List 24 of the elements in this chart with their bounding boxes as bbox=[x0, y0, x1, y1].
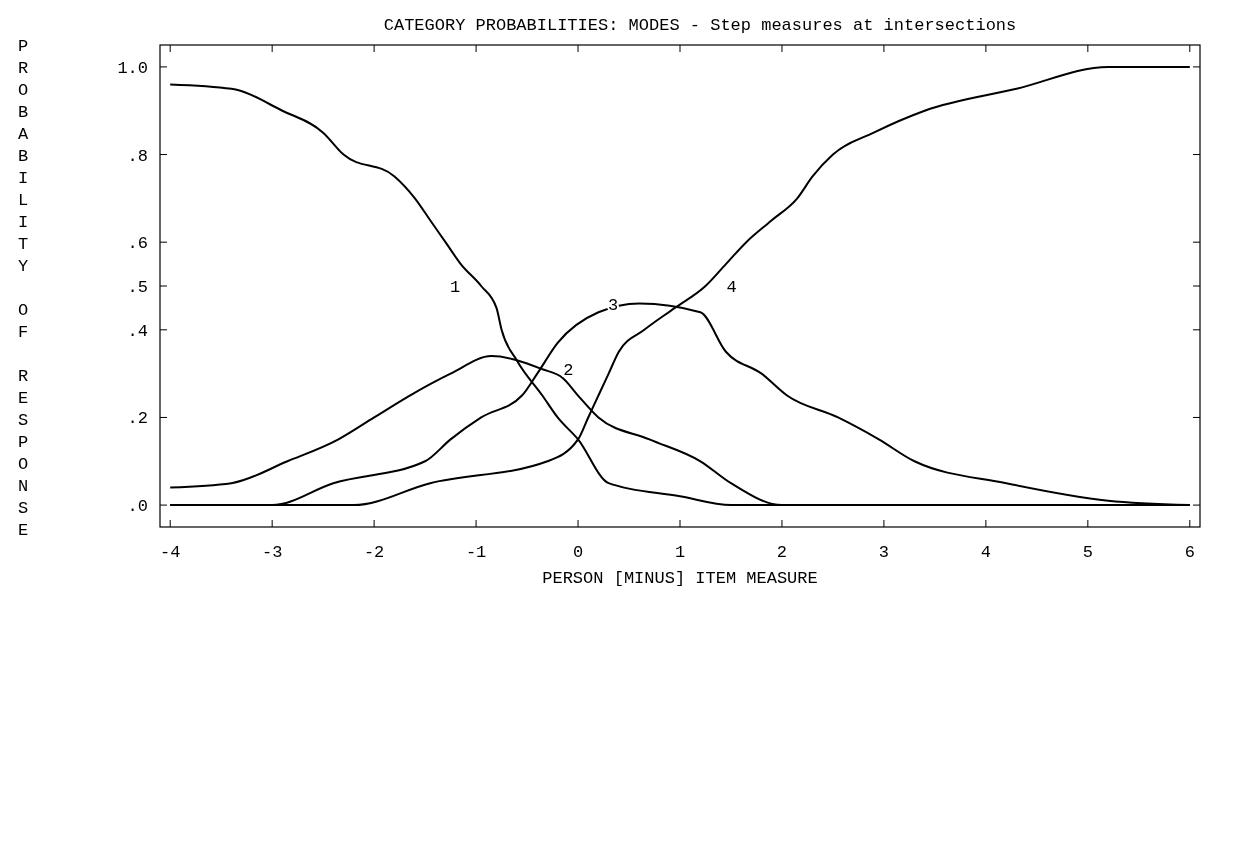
x-tick-label: 3 bbox=[878, 543, 890, 562]
y-tick-label: .6 bbox=[127, 234, 148, 254]
x-tick-label: -4 bbox=[159, 543, 181, 562]
x-tick-label: 4 bbox=[980, 543, 991, 562]
y-tick-label: .5 bbox=[127, 278, 148, 297]
series-label: 2 bbox=[563, 361, 574, 381]
y-tick-label: .0 bbox=[127, 497, 148, 517]
x-axis-title: PERSON [MINUS] ITEM MEASURE bbox=[542, 569, 818, 588]
y-tick-label: .8 bbox=[127, 146, 148, 166]
x-tick-label: 1 bbox=[674, 543, 686, 562]
x-tick-label: -1 bbox=[465, 543, 487, 562]
series-label: 4 bbox=[726, 278, 737, 297]
x-tick-label: 0 bbox=[572, 543, 584, 562]
y-tick-label: .2 bbox=[127, 409, 148, 429]
x-tick-label: -3 bbox=[261, 543, 283, 562]
series-label: 1 bbox=[450, 278, 461, 297]
y-tick-label: 1.0 bbox=[117, 58, 148, 78]
y-tick-label: .4 bbox=[127, 321, 148, 341]
x-tick-label: 6 bbox=[1184, 543, 1195, 562]
chart-title: CATEGORY PROBABILITIES: MODES - Step measures at intersections bbox=[383, 16, 1017, 35]
x-tick-label: 2 bbox=[776, 543, 788, 562]
text: PROBABILITY OF RESPONSE bbox=[18, 37, 29, 540]
x-tick-label: -2 bbox=[363, 543, 385, 562]
x-tick-label: 5 bbox=[1082, 543, 1093, 562]
